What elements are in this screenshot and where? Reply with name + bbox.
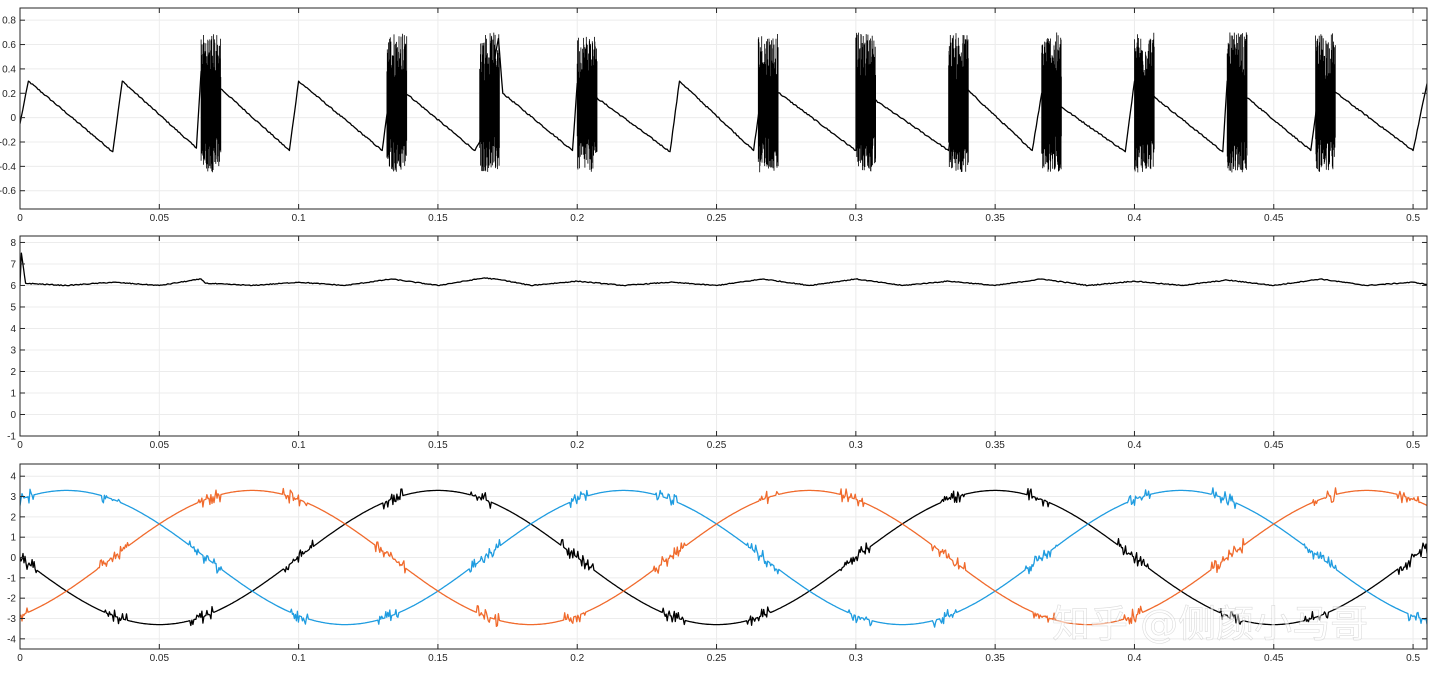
y-tick-label: -0.2	[0, 138, 16, 149]
x-tick-label: 0.25	[707, 653, 727, 664]
x-tick-label: 0.3	[849, 440, 863, 451]
x-tick-label: 0.1	[292, 213, 306, 224]
ripple-burst	[1134, 32, 1155, 173]
ticks: 0 0.05 0.1 0.15 0.2 0.25 0.3 0.35 0.4 0.45 0.5-101…	[7, 236, 1427, 451]
x-tick-label: 0.4	[1128, 440, 1142, 451]
ripple-lines	[200, 34, 222, 173]
y-tick-label: -1	[7, 432, 16, 443]
y-tick-label: 8	[10, 238, 16, 249]
x-tick-label: 0.4	[1128, 213, 1142, 224]
axes-1: 0 0.05 0.1 0.15 0.2 0.25 0.3 0.35 0.4 0.45 0.5 -0.6…	[0, 7, 1428, 224]
y-tick-label: 0.6	[2, 40, 16, 51]
grid	[19, 464, 1427, 649]
x-tick-label: 0.4	[1128, 653, 1142, 664]
x-tick-label: 0.15	[428, 653, 448, 664]
ripple-burst	[1226, 32, 1248, 173]
series-group	[20, 487, 1427, 628]
axes-2: 0 0.05 0.1 0.15 0.2 0.25 0.3 0.35 0.4 0.45 0.5-101…	[7, 235, 1428, 451]
y-tick-label: -4	[7, 634, 16, 645]
y-tick-label: 6	[10, 281, 16, 292]
x-tick-label: 0.15	[428, 213, 448, 224]
axes-frame	[19, 235, 1428, 437]
x-tick-label: 0.3	[849, 653, 863, 664]
axes-background	[20, 236, 1427, 436]
axes-3: 0 0.05 0.1 0.15 0.2 0.25 0.3 0.35 0.4 0.45 0.5 -4 -3…	[7, 463, 1428, 664]
grid	[19, 236, 1427, 437]
y-tick-label: 5	[10, 302, 16, 313]
watermark-text: 知乎 @侧颜小马哥	[1052, 602, 1368, 646]
x-tick-label: 0.35	[985, 213, 1005, 224]
x-tick-label: 0.15	[428, 440, 448, 451]
y-tick-label: -0.4	[0, 162, 16, 173]
ripple-burst	[200, 34, 222, 173]
y-tick-label: 0	[10, 410, 16, 421]
y-tick-label: 3	[10, 492, 16, 503]
ripple-burst	[576, 36, 598, 172]
series-line-3	[20, 487, 1427, 628]
series-group	[20, 252, 1427, 287]
x-tick-label: 0.35	[985, 440, 1005, 451]
x-tick-label: 0	[17, 213, 23, 224]
y-tick-label: 3	[10, 345, 16, 356]
x-tick-label: 0.25	[707, 213, 727, 224]
y-tick-label: 0.8	[2, 16, 16, 27]
x-tick-label: 0.25	[707, 440, 727, 451]
y-tick-label: 4	[10, 324, 16, 335]
grid	[19, 8, 1427, 209]
ripple-lines	[479, 32, 500, 172]
ripple-lines	[576, 36, 598, 172]
ticks: 0 0.05 0.1 0.15 0.2 0.25 0.3 0.35 0.4 0.45 0.5 -4 -3…	[7, 464, 1427, 664]
axes-background	[20, 8, 1427, 209]
y-tick-label: 4	[10, 472, 16, 483]
y-tick-label: 0	[10, 113, 16, 124]
x-tick-label: 0.1	[292, 653, 306, 664]
x-tick-label: 0.5	[1406, 213, 1420, 224]
x-tick-label: 0.2	[570, 653, 584, 664]
y-tick-label: 2	[10, 512, 16, 523]
x-tick-label: 0.45	[1264, 213, 1284, 224]
ripple-lines	[1041, 32, 1062, 172]
y-tick-label: 0.4	[2, 64, 16, 75]
y-tick-label: -1	[7, 573, 16, 584]
y-tick-label: -2	[7, 594, 16, 605]
x-tick-label: 0.5	[1406, 653, 1420, 664]
x-tick-label: 0.35	[985, 653, 1005, 664]
series-line-1	[20, 37, 1427, 153]
ripple-burst	[1041, 32, 1062, 172]
x-tick-label: 0.05	[150, 653, 170, 664]
y-tick-label: 0.2	[2, 89, 16, 100]
y-tick-label: 1	[10, 388, 16, 399]
series-group	[20, 32, 1427, 173]
x-tick-label: 0.3	[849, 213, 863, 224]
x-tick-label: 0.2	[570, 213, 584, 224]
y-tick-label: 2	[10, 367, 16, 378]
x-tick-label: 0.45	[1264, 440, 1284, 451]
ticks: 0 0.05 0.1 0.15 0.2 0.25 0.3 0.35 0.4 0.45 0.5 -0.6…	[0, 8, 1427, 224]
plot-area: 0 0.05 0.1 0.15 0.2 0.25 0.3 0.35 0.4 0.45 0.5-0.6…	[0, 7, 1428, 664]
y-tick-label: 0	[10, 553, 16, 564]
series-line-1	[20, 252, 1427, 287]
x-tick-label: 0	[17, 440, 23, 451]
y-tick-label: 7	[10, 259, 16, 270]
x-tick-label: 0.5	[1406, 440, 1420, 451]
y-tick-label: -0.6	[0, 186, 16, 197]
series-line-1	[20, 488, 1427, 627]
y-tick-label: -3	[7, 614, 16, 625]
y-tick-label: 1	[10, 533, 16, 544]
ripple-lines	[1134, 32, 1155, 173]
x-tick-label: 0	[17, 653, 23, 664]
x-tick-label: 0.05	[150, 440, 170, 451]
ripple-burst	[479, 32, 500, 172]
axes-frame	[19, 7, 1428, 210]
series-line-2	[20, 487, 1427, 628]
x-tick-label: 0.45	[1264, 653, 1284, 664]
x-tick-label: 0.05	[150, 213, 170, 224]
x-tick-label: 0.1	[292, 440, 306, 451]
ripple-lines	[1226, 32, 1248, 173]
axes-frame	[19, 463, 1428, 650]
x-tick-label: 0.2	[570, 440, 584, 451]
